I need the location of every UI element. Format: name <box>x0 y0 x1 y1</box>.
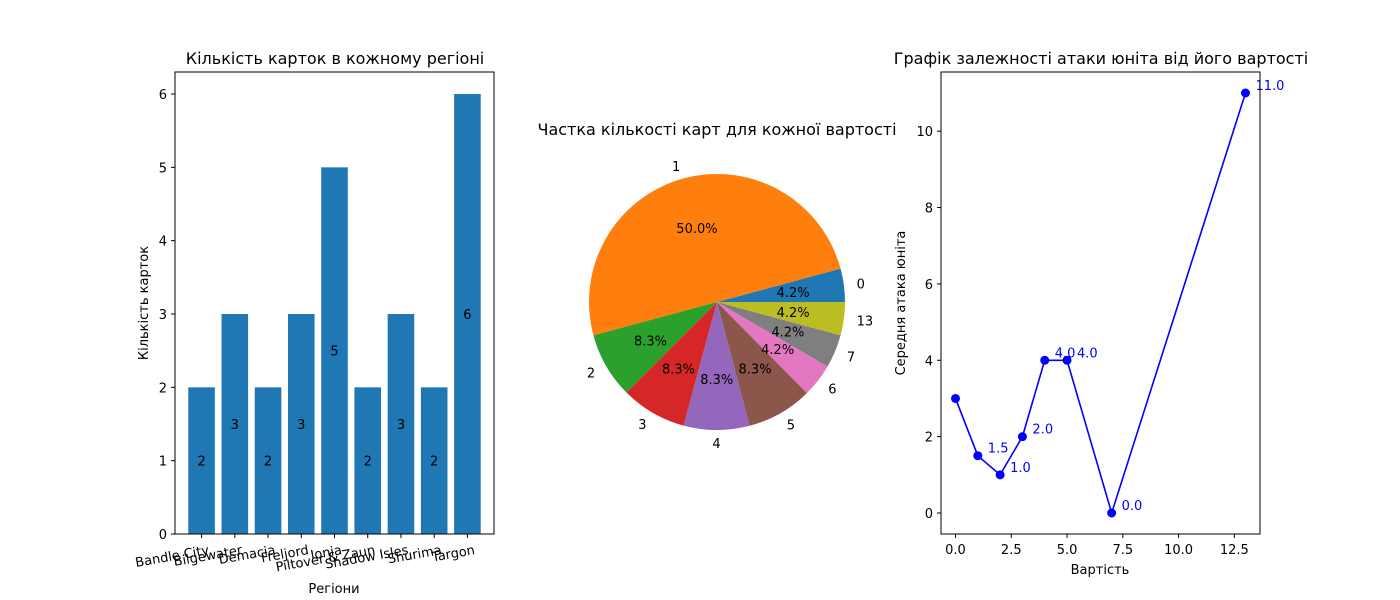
pie-slice <box>717 302 845 336</box>
pie-pct-label: 4.2% <box>761 343 794 358</box>
pie-slice <box>717 302 807 426</box>
y-tick-label: 10 <box>916 125 933 140</box>
bar-value-label: 5 <box>330 345 338 360</box>
bar <box>454 94 481 534</box>
pie-slice-label: 0 <box>857 277 865 292</box>
x-tick-label: 0.0 <box>945 543 966 558</box>
pie-slice <box>588 174 841 336</box>
pie-slice <box>717 268 845 302</box>
pie-marks: 4.2% 0 50.0% 1 8.3% 2 8.3% 3 8.3% 4 8.3% 5 4.2% 6 4.2%… <box>587 160 873 452</box>
pie-slice-label: 5 <box>787 418 795 433</box>
bar-chart-ylabel: Кількість карток <box>137 246 152 360</box>
line-axes: 0.0 2.5 5.0 7.5 10.0 12.5 0 2 4 6 8 10 <box>916 71 1261 558</box>
bar-value-label: 2 <box>197 455 205 470</box>
y-tick-label: 1 <box>159 455 167 470</box>
bar-chart-xlabel: Регіони <box>308 582 359 597</box>
pie-chart: Частка кількості карт для кожної вартост… <box>537 120 896 452</box>
bar <box>188 387 215 534</box>
y-tick-label: 6 <box>159 88 167 103</box>
plot-frame <box>940 71 1261 535</box>
point-value-label: 1.5 <box>988 442 1009 457</box>
y-tick-label: 2 <box>925 431 933 446</box>
x-tick-label: Ionia <box>309 543 343 563</box>
pie-slice-label: 13 <box>857 315 874 330</box>
point-value-label: 11.0 <box>1256 79 1285 94</box>
pie-pct-label: 8.3% <box>634 334 667 349</box>
y-tick-label: 0 <box>159 528 167 543</box>
line-chart-title: Графік залежності атаки юніта від його в… <box>894 49 1309 68</box>
line-marks: 1.51.02.04.0 4.00.011.0 <box>951 79 1284 518</box>
y-tick-label: 8 <box>925 202 933 217</box>
pie-slice-label: 4 <box>712 437 720 452</box>
pie-pct-label: 8.3% <box>700 373 733 388</box>
point-value-label: 1.0 <box>1010 461 1031 476</box>
line-chart-ylabel: Середня атака юніта <box>894 231 909 376</box>
pie-pct-label: 4.2% <box>777 306 810 321</box>
pie-slice <box>683 302 750 430</box>
pie-pct-label: 4.2% <box>771 326 804 341</box>
bar-value-label: 2 <box>430 455 438 470</box>
pie-slice-label: 3 <box>638 418 646 433</box>
bar <box>254 387 282 534</box>
line-chart: Графік залежності атаки юніта від його в… <box>894 49 1309 578</box>
data-point <box>995 470 1005 480</box>
y-tick-label: 5 <box>159 161 167 176</box>
pie-slice-label: 2 <box>587 367 595 382</box>
pie-slice-label: 1 <box>672 160 680 175</box>
pie-pct-label: 4.2% <box>777 286 810 301</box>
data-point <box>1241 88 1250 98</box>
series-line <box>954 92 1247 516</box>
line-chart-xlabel: Вартість <box>1071 563 1130 578</box>
pie-slice-label: 7 <box>847 350 855 365</box>
data-point <box>1040 355 1050 365</box>
bar <box>321 167 348 535</box>
pie-slice <box>626 302 717 426</box>
y-tick-label: 2 <box>159 381 167 396</box>
y-tick-label: 3 <box>159 308 167 323</box>
pie-pct-label: 50.0% <box>676 222 717 237</box>
y-tick-label: 4 <box>925 354 933 369</box>
bar-marks: 2 3 2 3 5 2 3 2 6 <box>188 94 481 535</box>
bar-value-label: 3 <box>231 418 239 433</box>
pie-slice <box>717 302 841 367</box>
point-value-label: 0.0 <box>1122 499 1143 514</box>
y-tick-label: 6 <box>925 278 933 293</box>
x-tick-label: 12.5 <box>1220 543 1249 558</box>
y-tick-label: 0 <box>925 507 933 522</box>
pie-chart-title: Частка кількості карт для кожної вартост… <box>537 120 896 139</box>
bar <box>354 387 382 534</box>
bar <box>221 314 249 534</box>
bar-value-label: 3 <box>397 418 405 433</box>
data-point <box>1107 508 1117 518</box>
pie-slice <box>717 302 828 394</box>
pie-pct-label: 8.3% <box>662 362 695 377</box>
x-tick-label: 2.5 <box>1001 543 1022 558</box>
bar-value-label: 3 <box>297 418 305 433</box>
pie-pct-label: 8.3% <box>739 363 772 378</box>
data-point <box>1017 432 1027 442</box>
bar <box>387 314 415 534</box>
bar-value-label: 2 <box>364 455 372 470</box>
data-point <box>1062 355 1072 365</box>
x-tick-label: 10.0 <box>1164 543 1193 558</box>
pie-slice <box>593 302 717 393</box>
point-value-label: 4.0 <box>1077 346 1098 361</box>
bar-chart-title: Кількість карток в кожному регіоні <box>186 49 485 68</box>
point-value-label: 2.0 <box>1032 423 1053 438</box>
data-point <box>951 393 960 403</box>
bar <box>287 314 315 534</box>
bar-value-label: 6 <box>463 308 471 323</box>
data-point <box>973 451 983 461</box>
bar <box>420 387 448 534</box>
bar-value-label: 2 <box>264 455 272 470</box>
x-tick-label: 5.0 <box>1057 543 1078 558</box>
pie-slice-label: 6 <box>828 382 836 397</box>
plot-frame <box>174 71 495 535</box>
y-tick-label: 4 <box>159 235 167 250</box>
x-tick-label: 7.5 <box>1112 543 1133 558</box>
bar-chart: Кількість карток в кожному регіоні 2 3 2 3 5… <box>134 49 495 597</box>
